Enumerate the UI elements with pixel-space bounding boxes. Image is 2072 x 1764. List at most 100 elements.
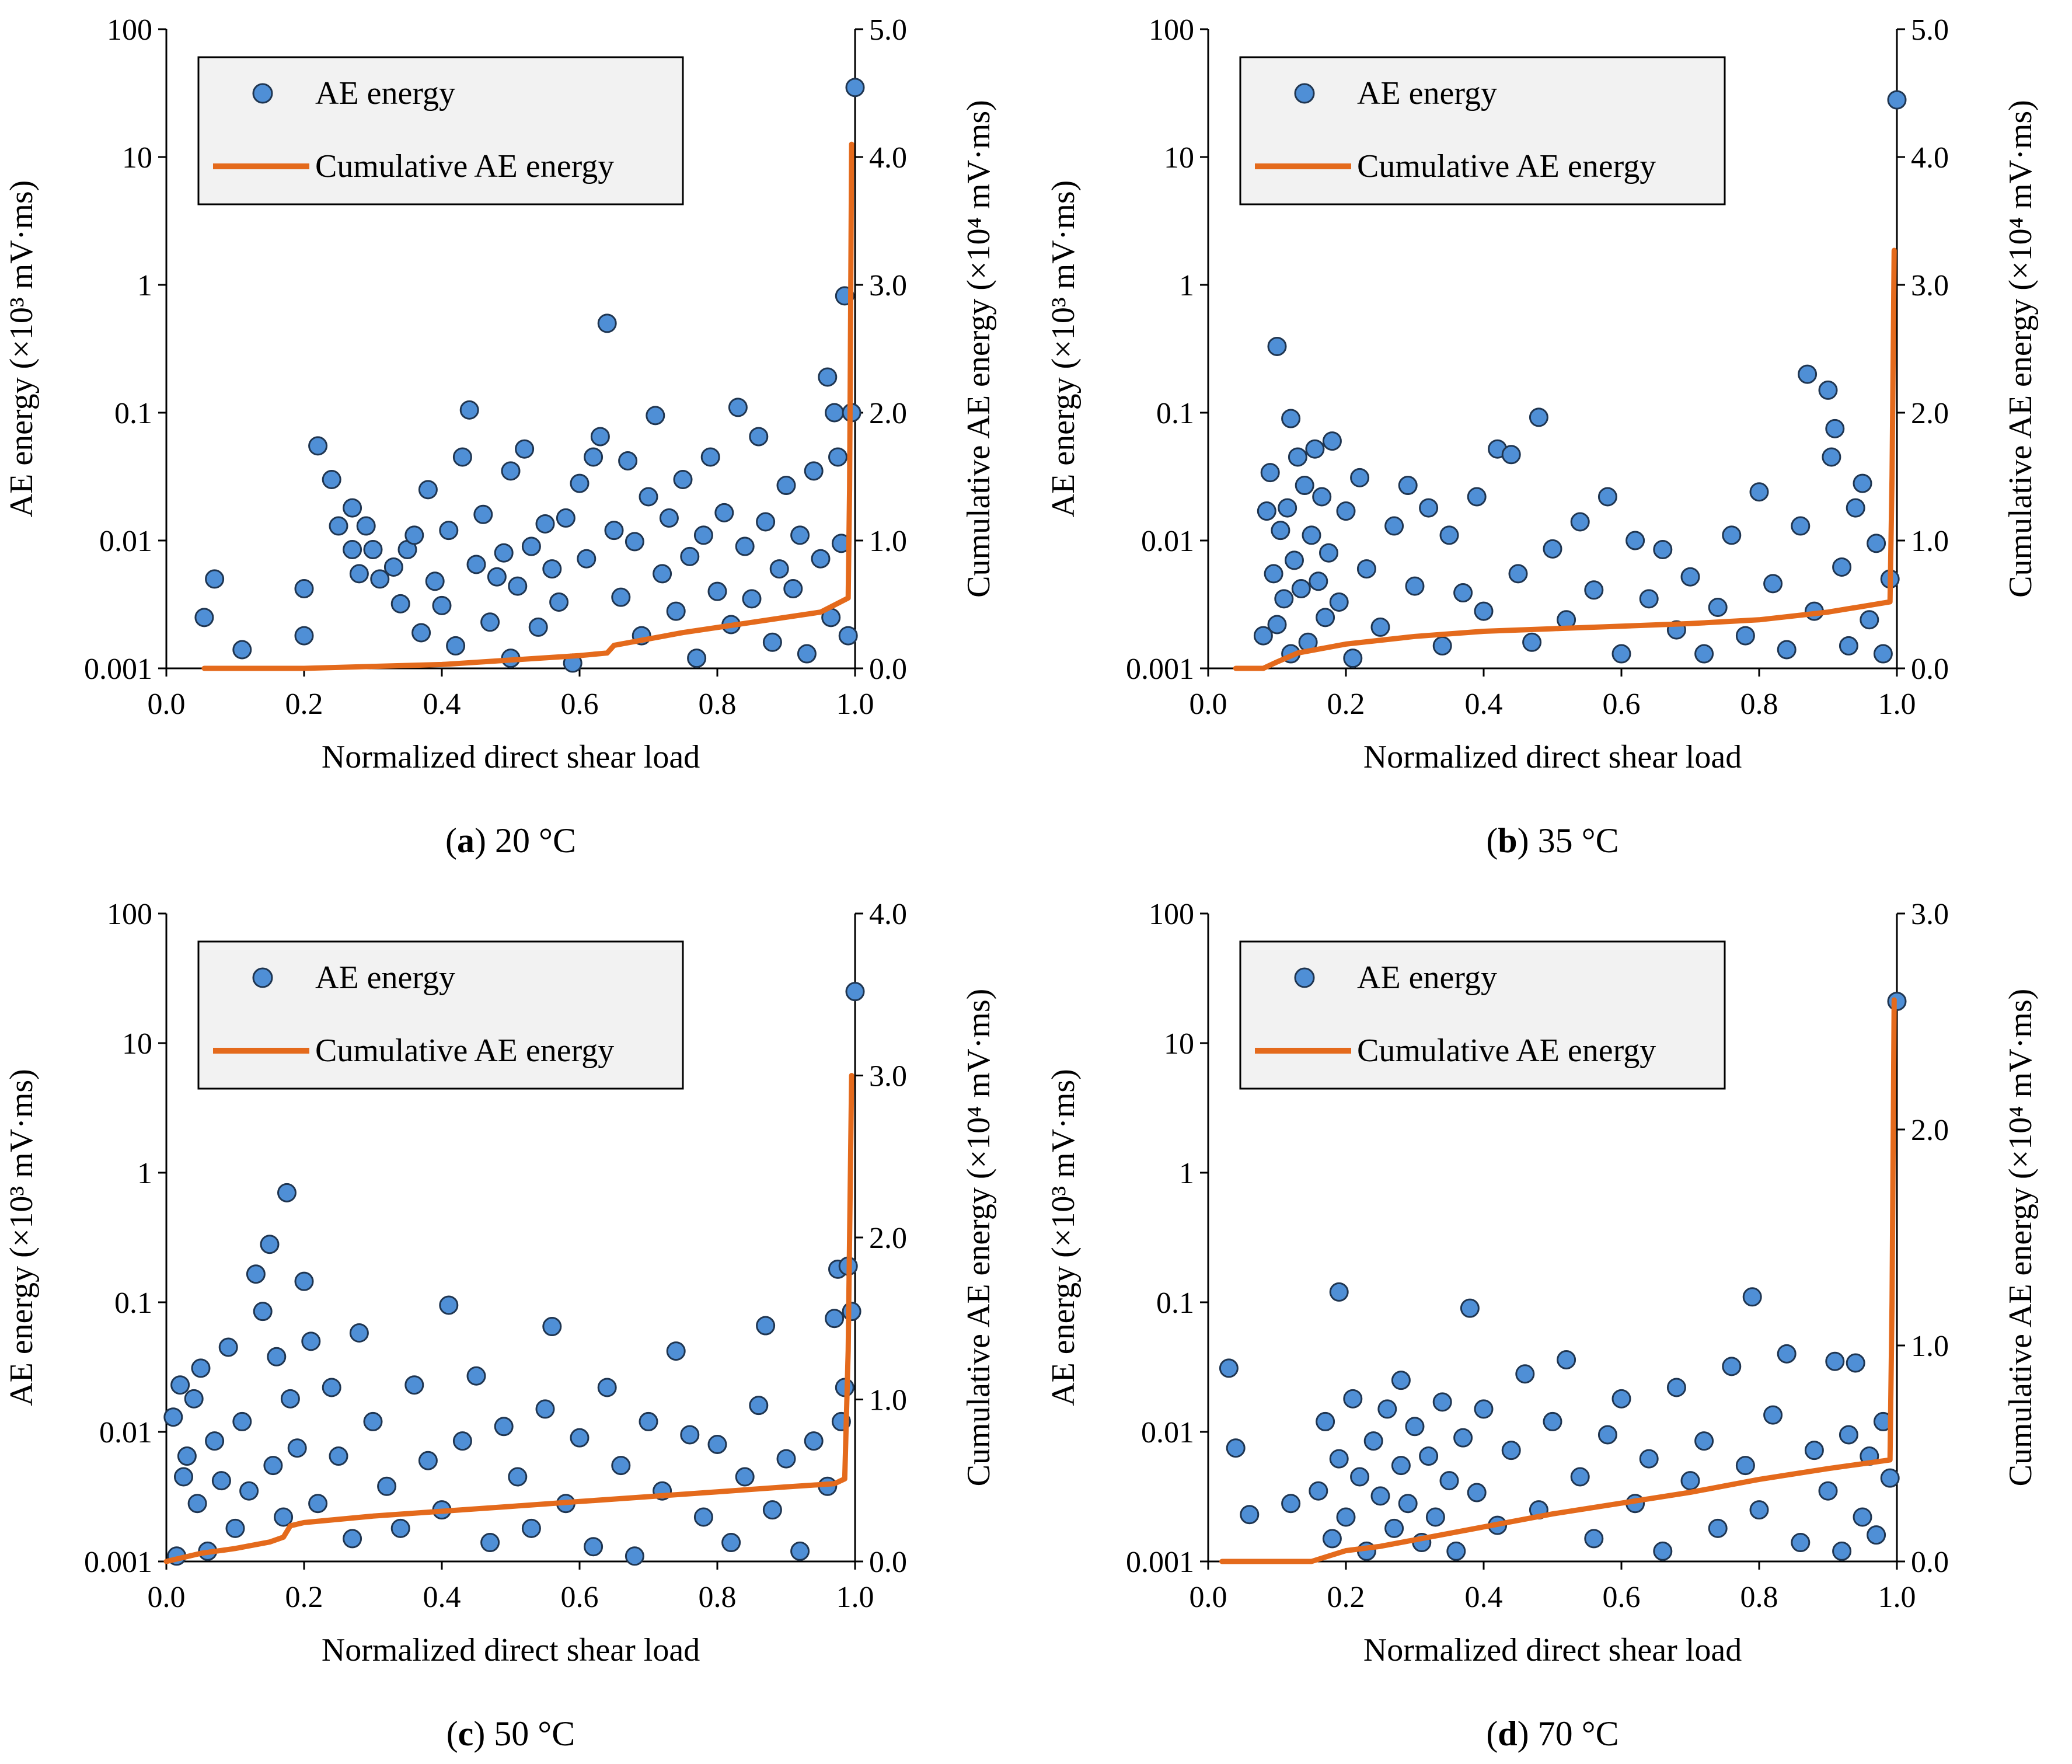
ae-energy-point	[762, 632, 782, 652]
ae-energy-point	[184, 1389, 204, 1409]
ae-energy-point	[597, 313, 617, 333]
ae-energy-point	[735, 1467, 755, 1487]
ae-energy-point	[625, 532, 644, 552]
ae-energy-point	[1873, 644, 1893, 664]
ae-energy-point	[570, 473, 589, 493]
legend-marker-ae-energy	[252, 967, 273, 988]
ae-energy-point	[1267, 336, 1287, 356]
legend-label-cumulative: Cumulative AE energy	[1357, 148, 1656, 184]
ae-energy-point	[1312, 487, 1332, 507]
ae-energy-point	[1694, 644, 1714, 664]
ae-energy-point	[1708, 598, 1728, 618]
x-tick-label: 0.2	[285, 688, 323, 721]
y-right-tick-label: 3.0	[1911, 269, 1949, 302]
ae-energy-point	[170, 1375, 190, 1395]
ae-energy-point	[452, 1431, 472, 1451]
ae-energy-point	[804, 1431, 824, 1451]
ae-energy-point	[174, 1467, 193, 1487]
cumulative-ae-energy-line	[163, 1073, 854, 1564]
y-right-tick-label: 1.0	[869, 1384, 907, 1417]
ae-energy-point	[473, 504, 493, 524]
y-left-tick-label: 1	[137, 1157, 152, 1190]
y-left-tick-label: 1	[137, 269, 152, 302]
ae-energy-point	[570, 1428, 589, 1448]
ae-energy-point	[263, 1456, 283, 1476]
y-right-tick-label: 4.0	[869, 898, 907, 931]
ae-energy-point	[1264, 564, 1283, 584]
y-left-tick-label: 0.001	[1126, 1546, 1194, 1579]
ae-energy-point	[377, 1476, 397, 1496]
ae-energy-point	[1749, 482, 1769, 502]
ae-energy-point	[1804, 1441, 1824, 1460]
ae-energy-point	[1543, 539, 1562, 559]
legend-label-ae-energy: AE energy	[315, 75, 455, 111]
ae-energy-points	[194, 78, 865, 673]
ae-energy-point	[232, 1411, 252, 1431]
ae-energy-point	[163, 1407, 183, 1427]
ae-energy-point	[1818, 380, 1838, 400]
ae-energy-point	[1305, 439, 1325, 459]
cumulative-ae-energy-line	[201, 141, 854, 671]
ae-energy-point	[825, 403, 845, 423]
ae-energy-point	[1350, 1467, 1370, 1487]
ae-energy-point	[1791, 516, 1811, 536]
x-tick-label: 0.2	[285, 1581, 323, 1614]
ae-energy-point	[294, 1271, 314, 1291]
y-left-tick-label: 0.01	[1141, 1416, 1194, 1449]
caption-temperature: 50 °C	[485, 1714, 575, 1753]
ae-energy-point	[1453, 1428, 1473, 1448]
ae-energy-point	[294, 626, 314, 646]
ae-energy-point	[1391, 1456, 1411, 1476]
ae-energy-point	[1839, 1425, 1858, 1445]
ae-energy-point	[294, 579, 314, 599]
ae-energy-point	[1439, 1471, 1459, 1491]
ae-energy-point	[1777, 1344, 1797, 1364]
ae-energy-point	[542, 1317, 562, 1337]
x-tick-label: 0.6	[561, 688, 599, 721]
x-axis-title: Normalized direct shear load	[1363, 739, 1742, 775]
legend-box	[1239, 56, 1726, 205]
ae-energy-point	[480, 612, 500, 632]
ae-energy-point	[411, 623, 431, 643]
ae-energy-point	[1240, 1505, 1260, 1525]
y-left-tick-label: 0.001	[84, 1546, 152, 1579]
y-right-tick-label: 4.0	[1911, 141, 1949, 175]
ae-energy-point	[508, 576, 528, 596]
ae-energy-point	[646, 406, 665, 426]
y-right-tick-label: 1.0	[869, 525, 907, 558]
panel-c: 0.0 0.2 0.4 0.6 0.8 1.00.0010.010.11101000.01…	[4, 898, 997, 1753]
ae-energy-point	[363, 539, 383, 559]
ae-energy-point	[611, 587, 631, 607]
ae-energy-point	[1350, 468, 1370, 487]
ae-energy-points	[1219, 991, 1907, 1561]
ae-energy-point	[1226, 1438, 1246, 1458]
ae-energy-point	[1419, 1446, 1439, 1466]
y-left-tick-label: 0.1	[1156, 397, 1194, 430]
ae-energy-point	[459, 400, 479, 420]
x-tick-label: 0.6	[1603, 1581, 1641, 1614]
cumulative-ae-energy-line	[1219, 997, 1897, 1564]
ae-energy-point	[322, 470, 341, 490]
y-left-tick-label: 100	[1149, 13, 1194, 47]
ae-energy-point	[1302, 525, 1321, 545]
ae-energy-point	[1867, 534, 1886, 553]
y-left-tick-label: 0.01	[1141, 525, 1194, 558]
x-tick-label: 0.4	[423, 1581, 461, 1614]
ae-energy-point	[1343, 649, 1363, 668]
ae-energy-point	[452, 447, 472, 467]
ae-energy-point	[177, 1446, 197, 1466]
y-left-tick-label: 0.1	[1156, 1287, 1194, 1320]
ae-energy-point	[349, 1323, 369, 1343]
ae-energy-point	[501, 461, 521, 481]
ae-energy-point	[1319, 543, 1338, 563]
ae-energy-point	[218, 1337, 238, 1357]
y-right-tick-label: 0.0	[1911, 1546, 1949, 1579]
ae-energy-point	[1425, 1507, 1445, 1527]
ae-energy-point	[790, 525, 810, 545]
ae-energy-point	[1384, 516, 1404, 536]
legend-marker-ae-energy	[252, 83, 273, 104]
legend-box	[1239, 940, 1726, 1090]
ae-energy-point	[1291, 579, 1311, 599]
ae-energy-point	[1887, 90, 1907, 110]
x-tick-label: 0.8	[699, 1581, 737, 1614]
